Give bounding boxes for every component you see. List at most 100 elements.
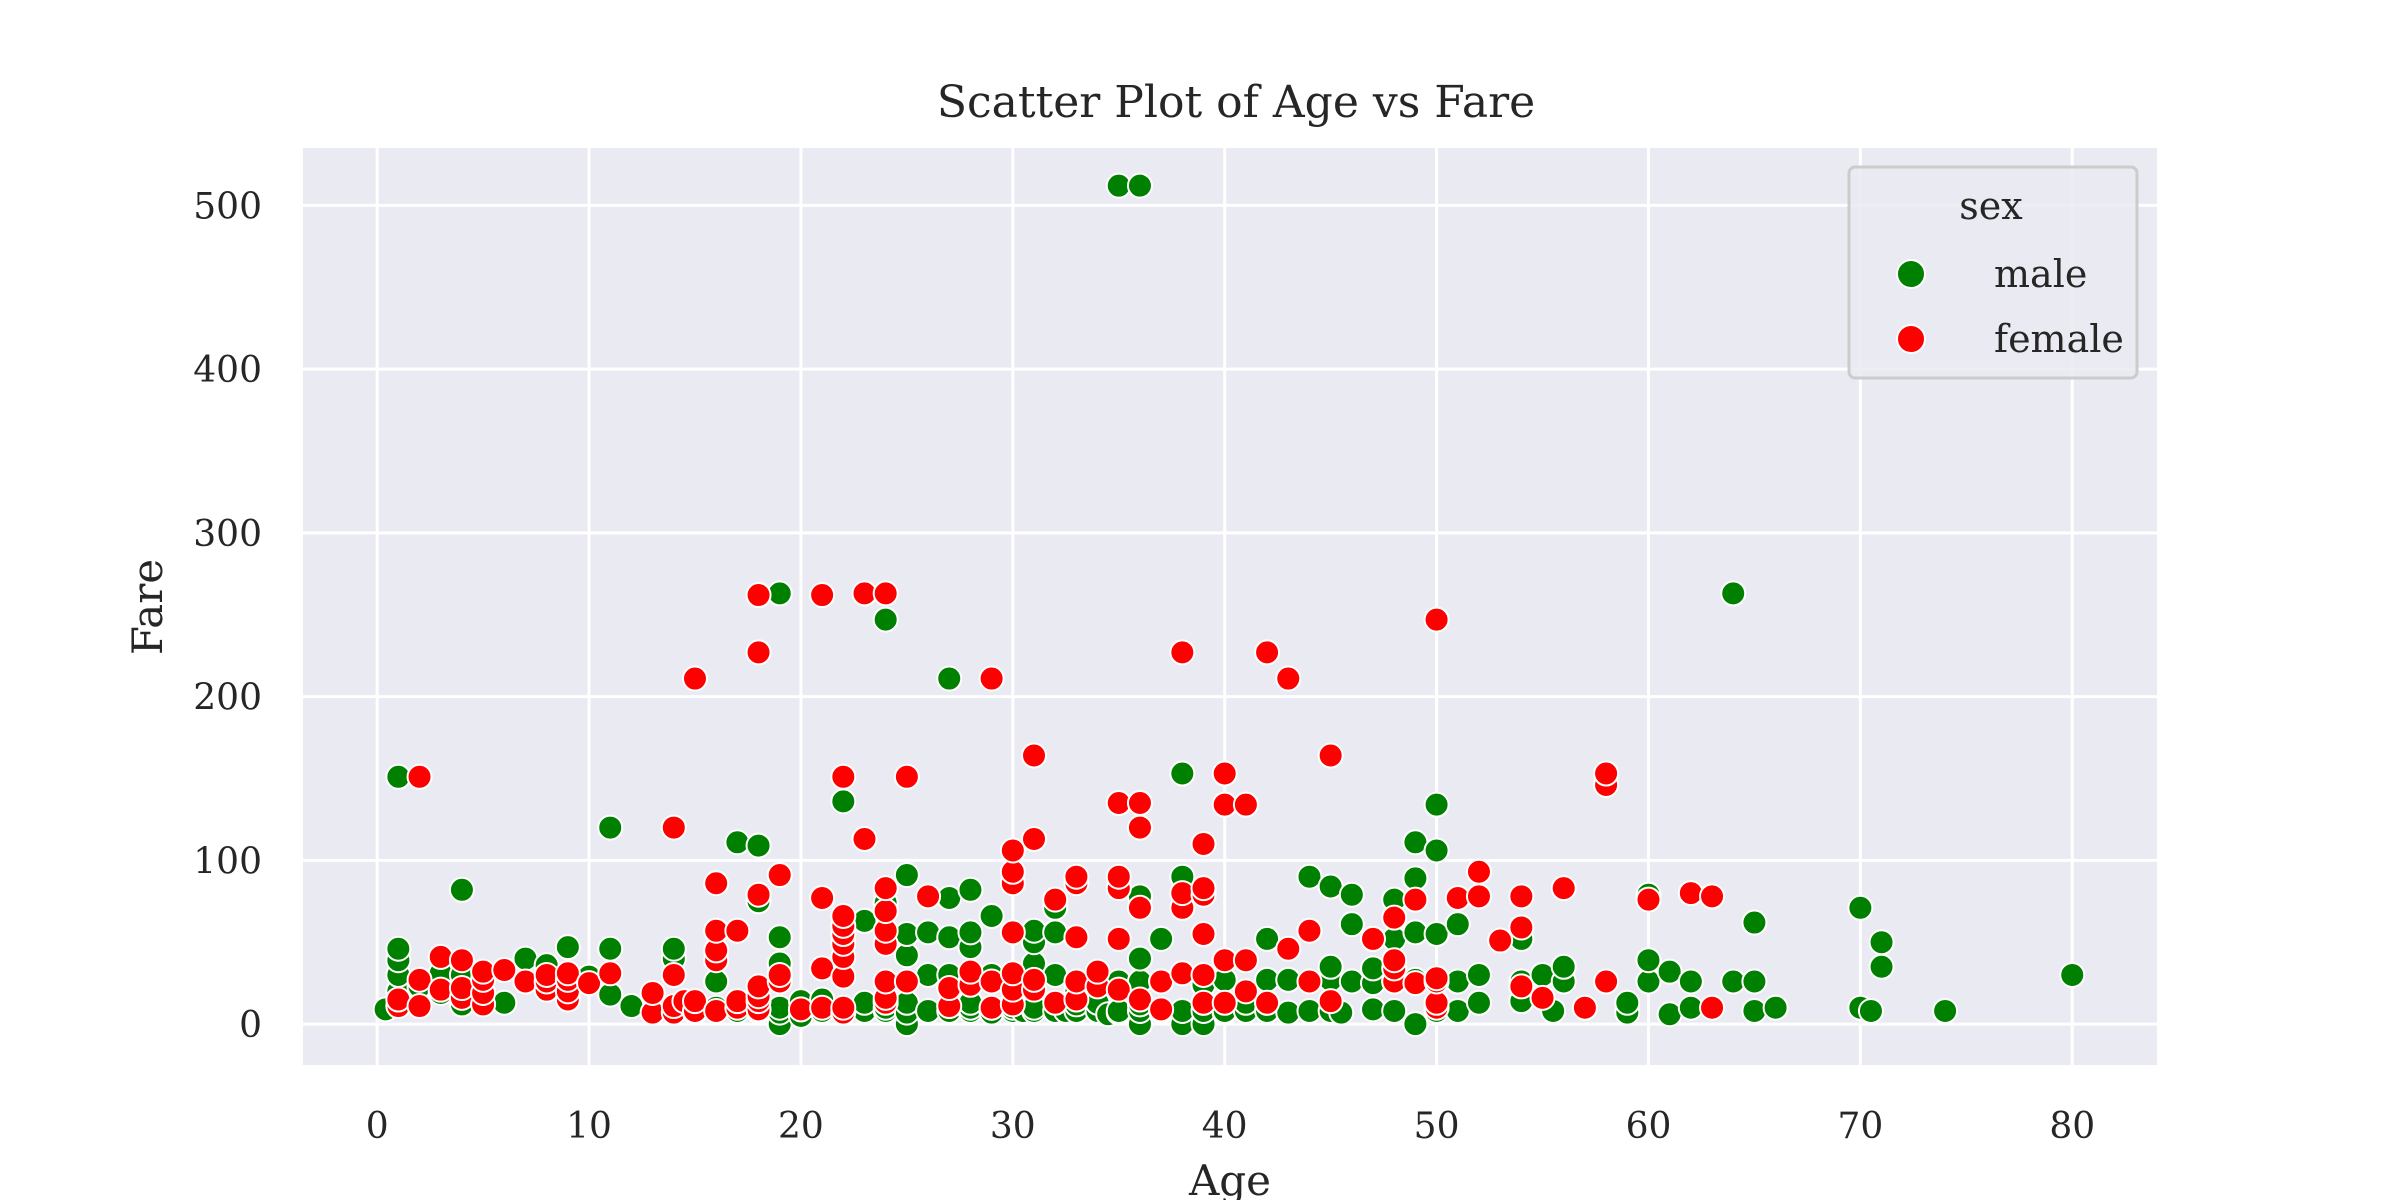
data-point (385, 935, 412, 962)
y-tick-label: 200 (193, 678, 262, 719)
data-point (1465, 883, 1492, 910)
data-point (1211, 989, 1238, 1016)
data-point (1487, 927, 1514, 954)
legend-title: sex (1959, 184, 2022, 228)
data-point (1381, 904, 1408, 931)
legend-swatch-female (1896, 324, 1926, 354)
data-point (1423, 791, 1450, 818)
data-point (1423, 837, 1450, 864)
data-point (936, 665, 963, 692)
data-point (1042, 989, 1069, 1016)
data-point (724, 829, 751, 856)
data-point (1932, 997, 1959, 1024)
data-point (1190, 830, 1217, 857)
x-tick-label: 10 (566, 1106, 612, 1147)
data-point (809, 582, 836, 609)
data-point (1105, 863, 1132, 890)
data-point (1126, 814, 1153, 841)
data-point (1254, 639, 1281, 666)
y-axis-label: Fare (123, 559, 172, 655)
data-point (1063, 863, 1090, 890)
data-point (745, 973, 772, 1000)
data-point (851, 826, 878, 853)
data-point (448, 876, 475, 903)
data-point (1338, 881, 1365, 908)
data-point (1126, 986, 1153, 1013)
data-point (1465, 858, 1492, 885)
data-point (999, 837, 1026, 864)
data-point (745, 582, 772, 609)
legend: sex male female (1847, 165, 2139, 380)
data-point (1254, 989, 1281, 1016)
data-point (830, 994, 857, 1021)
data-point (1444, 911, 1471, 938)
data-point (1317, 988, 1344, 1015)
data-point (1677, 880, 1704, 907)
data-point (872, 898, 899, 925)
data-point (1423, 606, 1450, 633)
data-point (1635, 886, 1662, 913)
data-point (893, 968, 920, 995)
data-point (745, 639, 772, 666)
data-point (1296, 917, 1323, 944)
data-point (1126, 945, 1153, 972)
data-point (1126, 790, 1153, 816)
data-point (1232, 947, 1259, 974)
data-point (957, 958, 984, 985)
data-point (1105, 976, 1132, 1003)
data-point (1423, 965, 1450, 992)
data-point (830, 788, 857, 815)
data-point (1232, 791, 1259, 818)
data-point (1021, 742, 1048, 769)
y-tick-label: 300 (193, 514, 262, 555)
data-point (893, 862, 920, 889)
data-point (872, 606, 899, 633)
data-point (1656, 958, 1683, 985)
data-point (1762, 994, 1789, 1021)
data-point (681, 988, 708, 1015)
data-point (766, 924, 793, 951)
data-point (1741, 909, 1768, 936)
data-point (1317, 742, 1344, 769)
data-point (872, 580, 899, 607)
legend-swatch-male (1896, 259, 1926, 289)
y-tick-label: 400 (193, 350, 262, 391)
data-point (1148, 925, 1175, 952)
data-point (597, 935, 624, 962)
data-point (660, 961, 687, 988)
data-point (491, 957, 518, 984)
data-point (1593, 968, 1620, 995)
data-point (915, 883, 942, 910)
data-point (1402, 1011, 1429, 1038)
data-point (1550, 875, 1577, 902)
data-point (1338, 911, 1365, 938)
x-tick-label: 0 (366, 1106, 389, 1147)
data-point (872, 875, 899, 902)
x-tick-label: 50 (1414, 1106, 1460, 1147)
data-point (978, 902, 1005, 929)
data-point (1021, 966, 1048, 993)
data-point (1529, 984, 1556, 1011)
y-tick-label: 0 (239, 1005, 262, 1046)
data-point (1699, 883, 1726, 910)
y-axis-ticks: 0 100 200 300 400 500 (193, 186, 262, 1046)
data-point (1508, 883, 1535, 910)
data-point (554, 934, 581, 961)
data-point (1317, 953, 1344, 980)
chart-title: Scatter Plot of Age vs Fare (937, 77, 1535, 128)
data-point (639, 979, 666, 1006)
data-point (2059, 961, 2086, 988)
data-point (915, 919, 942, 946)
data-point (1232, 978, 1259, 1005)
data-point (1423, 921, 1450, 947)
data-point (1126, 894, 1153, 921)
data-point (448, 947, 475, 974)
legend-label-female: female (1994, 317, 2124, 361)
data-point (893, 763, 920, 790)
x-tick-label: 80 (2049, 1106, 2095, 1147)
data-point (406, 763, 433, 790)
data-point (1868, 929, 1895, 956)
data-point (936, 975, 963, 1002)
data-point (978, 665, 1005, 692)
